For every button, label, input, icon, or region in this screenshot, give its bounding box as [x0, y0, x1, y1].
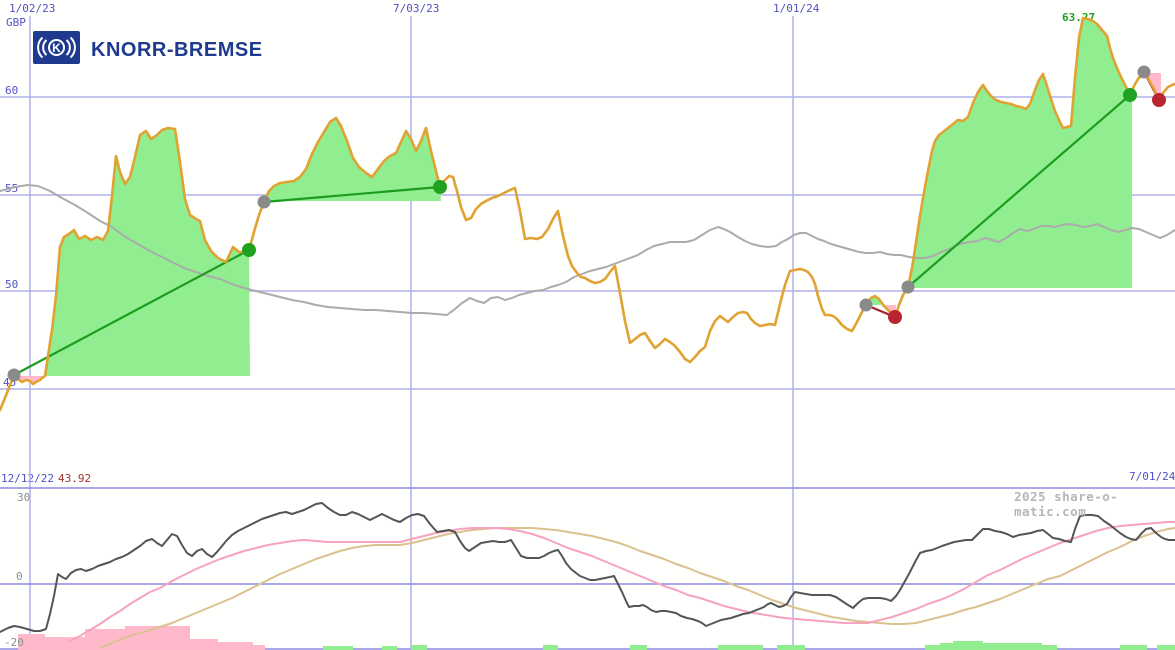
- lower-tick-0: 0: [16, 570, 23, 583]
- price-tick-60: 60: [5, 84, 19, 97]
- end-date-label: 7/01/24: [1129, 470, 1175, 483]
- watermark: 2025 share-o-matic.com: [1014, 489, 1119, 519]
- logo-letter: K: [52, 41, 61, 55]
- knorr-bremse-logo-icon: K: [33, 31, 80, 64]
- lower-tick-30: 30: [17, 491, 31, 504]
- price-tick-50: 50: [5, 278, 19, 291]
- x-date-label-3: 1/01/24: [773, 2, 820, 15]
- high-price-annotation: 63.27: [1062, 11, 1096, 24]
- x-date-label-1: 1/02/23: [9, 2, 56, 15]
- currency-label: GBP: [6, 16, 26, 29]
- price-tick-55: 55: [5, 182, 19, 195]
- brand-name: KNORR-BREMSE: [91, 39, 263, 61]
- price-tick-45: 45: [3, 376, 17, 389]
- start-date-annotation: 12/12/22: [1, 472, 54, 485]
- x-date-label-2: 7/03/23: [393, 2, 440, 15]
- lower-tick-minus20: -20: [4, 636, 24, 649]
- start-price-annotation: 43.92: [58, 472, 92, 485]
